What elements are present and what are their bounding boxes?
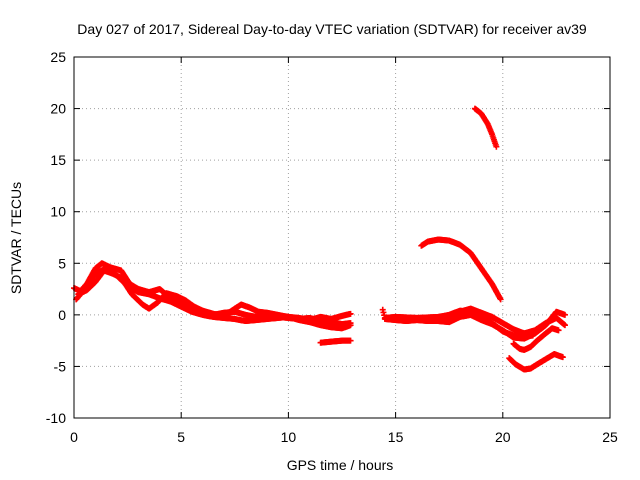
data-points	[71, 105, 568, 373]
data-point	[497, 296, 504, 303]
x-tick-label: 25	[602, 429, 618, 445]
data-point	[529, 332, 536, 339]
x-tick-label: 5	[177, 429, 185, 445]
y-tick-label: -10	[46, 410, 66, 426]
y-tick-label: 10	[50, 204, 66, 220]
series-track-i	[471, 105, 500, 150]
data-point	[555, 327, 562, 334]
chart-title: Day 027 of 2017, Sidereal Day-to-day VTE…	[77, 21, 587, 37]
plot-frame	[73, 56, 611, 419]
data-point	[493, 143, 500, 150]
data-point	[561, 322, 568, 329]
y-tick-label: 5	[58, 255, 66, 271]
x-tick-label: 20	[495, 429, 511, 445]
y-tick-label: 20	[50, 101, 66, 117]
series-track-d	[317, 337, 354, 346]
y-tick-label: -5	[54, 358, 67, 374]
y-axis-label: SDTVAR / TECUs	[8, 182, 24, 294]
axis-ticks: 0 5 10 15 20 25 -10 -5 0 5 10 15 20 25	[46, 49, 618, 445]
series-track-c	[73, 265, 354, 325]
y-tick-label: 15	[50, 152, 66, 168]
series-track-g	[392, 307, 536, 340]
grid-lines	[74, 57, 610, 418]
data-point	[347, 310, 354, 317]
y-tick-label: 25	[50, 49, 66, 65]
x-tick-label: 10	[281, 429, 297, 445]
data-point	[559, 354, 566, 361]
x-tick-label: 0	[70, 429, 78, 445]
x-axis-label: GPS time / hours	[287, 457, 394, 473]
y-tick-label: 0	[58, 307, 66, 323]
data-point	[561, 311, 568, 318]
series-track-k	[510, 325, 562, 353]
series-track-j	[506, 351, 566, 373]
x-tick-label: 15	[388, 429, 404, 445]
series-track-h	[418, 236, 504, 303]
data-point	[347, 337, 354, 344]
data-point	[347, 322, 354, 329]
